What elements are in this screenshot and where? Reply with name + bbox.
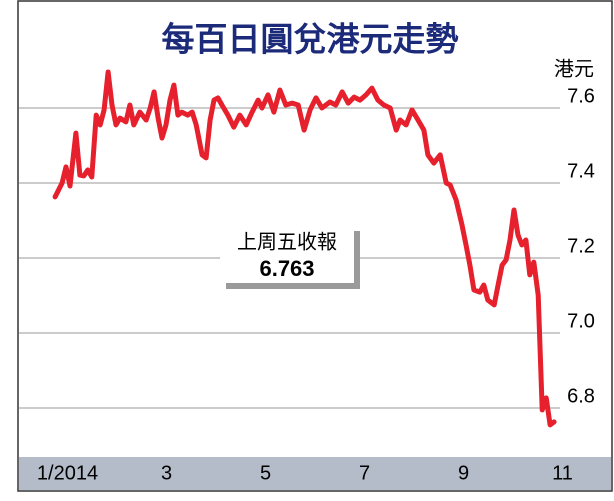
y-tick-label: 7.2	[567, 235, 595, 257]
y-tick-label: 7.6	[567, 85, 595, 107]
x-tick-label: 11	[552, 462, 573, 484]
y-unit: 港元	[554, 57, 594, 80]
x-axis-band	[19, 457, 611, 490]
x-tick-label: 1/2014	[37, 462, 98, 484]
callout-value: 6.763	[259, 256, 314, 281]
y-tick-label: 7.0	[567, 310, 595, 332]
callout-box	[220, 225, 354, 283]
x-tick-label: 7	[359, 462, 370, 484]
y-tick-label: 7.4	[567, 160, 595, 182]
y-tick-label: 6.8	[567, 385, 595, 407]
chart-title: 每百日圓兌港元走勢	[162, 21, 459, 58]
x-tick-label: 3	[161, 462, 172, 484]
x-tick-label: 5	[260, 462, 271, 484]
x-tick-label: 9	[458, 462, 469, 484]
price-line	[52, 69, 557, 428]
callout-label: 上周五收報	[237, 230, 337, 253]
